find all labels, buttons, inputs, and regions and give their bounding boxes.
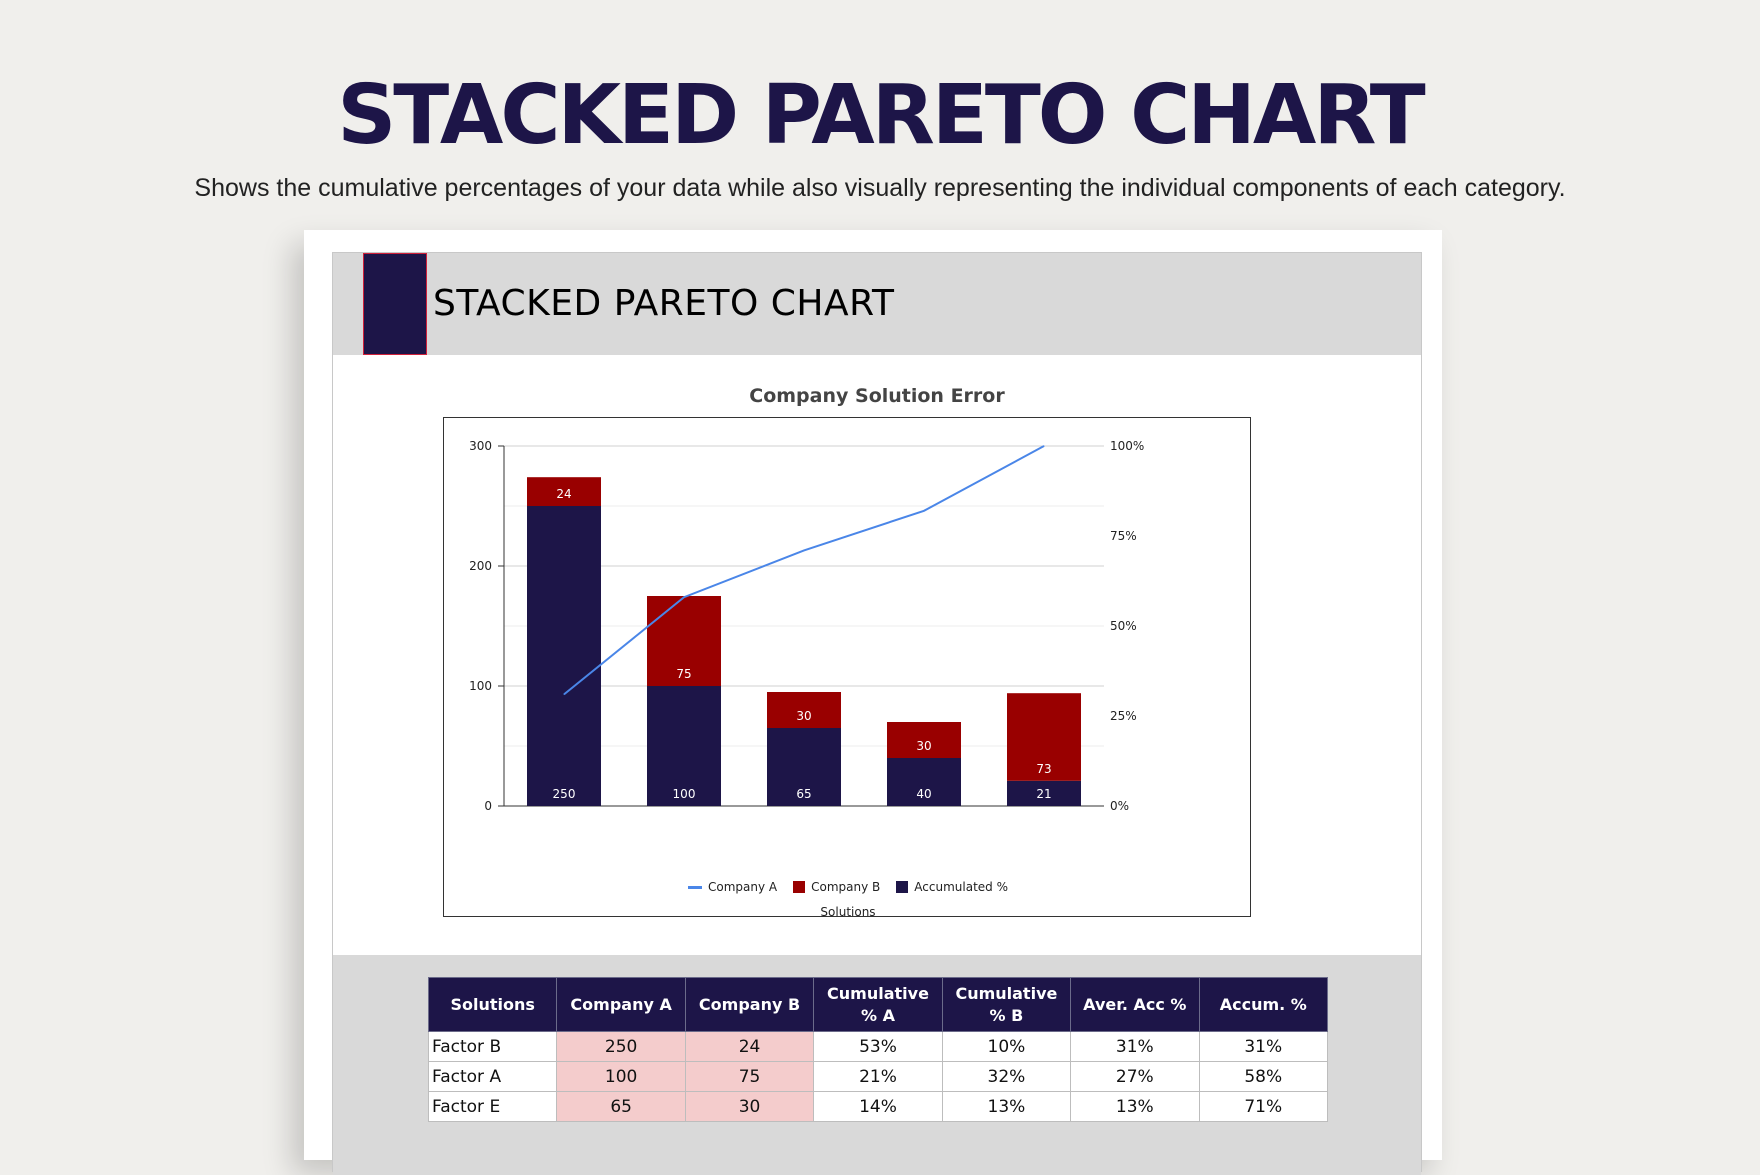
page-subtitle: Shows the cumulative percentages of your… [194, 174, 1566, 202]
bar-accumulated [887, 758, 961, 806]
y-tick-label-right: 50% [1110, 619, 1137, 633]
bar-company-b [527, 477, 601, 506]
y-tick-label-left: 300 [469, 439, 492, 453]
sheet-title: STACKED PARETO CHART [433, 283, 895, 324]
column-header: Solutions [427, 977, 558, 1032]
table-cell[interactable]: 14% [813, 1091, 943, 1122]
table-area: Solutions Company A Company B Cumulative % … [333, 955, 1421, 1175]
row-label-cell[interactable]: Factor B [427, 1031, 558, 1062]
chart-title: Company Solution Error [749, 385, 1005, 407]
table-header-row: Solutions Company A Company B Cumulative % … [427, 977, 1329, 1032]
header-accent-block [363, 253, 427, 355]
table-cell[interactable]: 65 [556, 1091, 686, 1122]
line-point-company-a [803, 549, 805, 551]
x-axis-label: Solutions [820, 905, 876, 919]
table-cell[interactable]: 250 [556, 1031, 686, 1062]
bar-label-company-b: 30 [916, 739, 931, 753]
column-header: Accum. % [1198, 977, 1329, 1032]
legend-label: Company B [811, 880, 881, 894]
table-cell[interactable]: 13% [941, 1091, 1072, 1122]
y-tick-label-right: 25% [1110, 709, 1137, 723]
table-cell[interactable]: 100 [556, 1061, 686, 1092]
line-point-company-a [563, 693, 565, 695]
bar-accumulated [1007, 780, 1081, 806]
sheet-header: STACKED PARETO CHART [333, 253, 1421, 355]
legend-swatch [793, 881, 806, 893]
table-cell[interactable]: 21% [813, 1061, 943, 1092]
line-point-company-a [923, 510, 925, 512]
legend-item: Company B [793, 880, 880, 894]
y-tick-label-left: 200 [469, 559, 492, 573]
table-cell[interactable]: 75 [684, 1061, 815, 1092]
bar-label-company-b: 73 [1036, 762, 1051, 776]
y-tick-label-left: 0 [484, 799, 492, 813]
legend-label: Company A [708, 880, 778, 894]
y-tick-label-right: 100% [1110, 439, 1144, 453]
chart-frame[interactable]: 0 100 200 300 0% 25% 50% 75% 100% 250 24 100 75 65 30 4… [443, 417, 1252, 919]
table-cell[interactable]: 24 [684, 1031, 815, 1062]
y-tick-label-right: 75% [1110, 529, 1137, 543]
table-cell[interactable]: 30 [684, 1091, 815, 1122]
data-table: Solutions Company A Company B Cumulative % … [427, 977, 1329, 1122]
bar-company-b [767, 692, 841, 728]
table-cell[interactable]: 71% [1198, 1091, 1329, 1122]
bar-label-accumulated: 65 [796, 787, 811, 801]
row-label-cell[interactable]: Factor E [427, 1091, 558, 1122]
spreadsheet-sheet: STACKED PARETO CHART Company Solution Er… [304, 230, 1442, 1175]
table-cell[interactable]: 27% [1070, 1061, 1200, 1092]
bar-label-company-b: 24 [556, 487, 571, 501]
bar-label-accumulated: 40 [916, 787, 931, 801]
table-cell[interactable]: 31% [1070, 1031, 1200, 1062]
table-cell[interactable]: 53% [813, 1031, 943, 1062]
table-cell[interactable]: 10% [941, 1031, 1072, 1062]
table-body: Factor B 250 24 53% 10% 31% 31% Factor A 100 75 21… [427, 1031, 1329, 1122]
bar-accumulated [767, 728, 841, 806]
column-header: Aver. Acc % [1070, 977, 1200, 1032]
legend-swatch [896, 881, 909, 893]
bar-label-company-b: 30 [796, 709, 811, 723]
bar-company-b [887, 722, 961, 758]
table-row: Factor E 65 30 14% 13% 13% 71% [427, 1091, 1329, 1122]
bar-accumulated [527, 506, 601, 806]
y-tick-label-left: 100 [469, 679, 492, 693]
bar-label-company-b: 75 [676, 667, 691, 681]
bar-label-accumulated: 250 [553, 787, 576, 801]
bar-accumulated [647, 686, 721, 806]
bar-company-b [647, 596, 721, 686]
table-row: Factor B 250 24 53% 10% 31% 31% [427, 1031, 1329, 1062]
table-row: Factor A 100 75 21% 32% 27% 58% [427, 1061, 1329, 1092]
legend-item: Accumulated % [896, 880, 1008, 894]
table-cell[interactable]: 32% [941, 1061, 1072, 1092]
table-cell[interactable]: 58% [1198, 1061, 1329, 1092]
sheet-panel: STACKED PARETO CHART Company Solution Er… [332, 252, 1422, 1175]
bar-label-accumulated: 100 [673, 787, 696, 801]
bar-company-b [1007, 693, 1081, 781]
column-header: Cumulative % B [941, 977, 1072, 1032]
chart-plot: 0 100 200 300 0% 25% 50% 75% 100% 250 24 100 75 65 30 4… [469, 439, 1144, 813]
column-header: Company B [684, 977, 815, 1032]
column-header: Company A [556, 977, 686, 1032]
chart-area: Company Solution Error 0 100 200 300 0% 25% 50… [333, 355, 1421, 955]
page-title: STACKED PARETO CHART [337, 68, 1425, 163]
y-tick-label-right: 0% [1110, 799, 1129, 813]
table-cell[interactable]: 13% [1070, 1091, 1200, 1122]
legend-item: Company A [688, 880, 777, 894]
line-point-company-a [1043, 445, 1045, 447]
table-cell[interactable]: 31% [1198, 1031, 1329, 1062]
row-label-cell[interactable]: Factor A [427, 1061, 558, 1092]
legend-swatch [688, 885, 703, 889]
legend-label: Accumulated % [914, 880, 1008, 894]
bar-label-accumulated: 21 [1036, 787, 1051, 801]
line-point-company-a [683, 596, 685, 598]
chart-legend: Company A Company B Accumulated % [444, 878, 1252, 896]
column-header: Cumulative % A [813, 977, 943, 1032]
line-company-a [563, 445, 1045, 696]
